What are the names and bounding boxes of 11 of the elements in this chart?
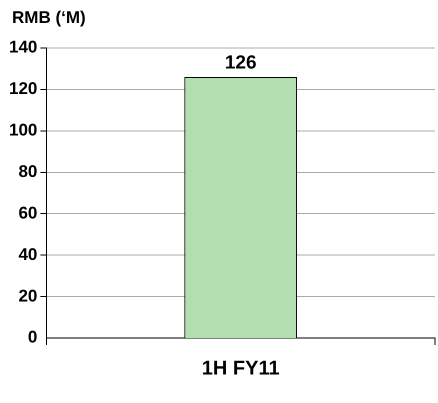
y-tick-label: 40 [18,244,38,264]
y-tick-label: 60 [18,203,38,222]
y-tick-label: 140 [8,38,38,57]
x-tick-label: 1H FY11 [202,358,280,380]
y-tick-label: 20 [18,286,38,306]
y-tick-label: 120 [8,79,38,98]
y-tick-label: 0 [28,328,38,347]
data-label: 126 [224,52,257,74]
y-axis-title: RMB (‘M) [12,8,86,28]
y-tick-label: 100 [8,120,38,140]
y-tick-label: 80 [18,162,38,181]
